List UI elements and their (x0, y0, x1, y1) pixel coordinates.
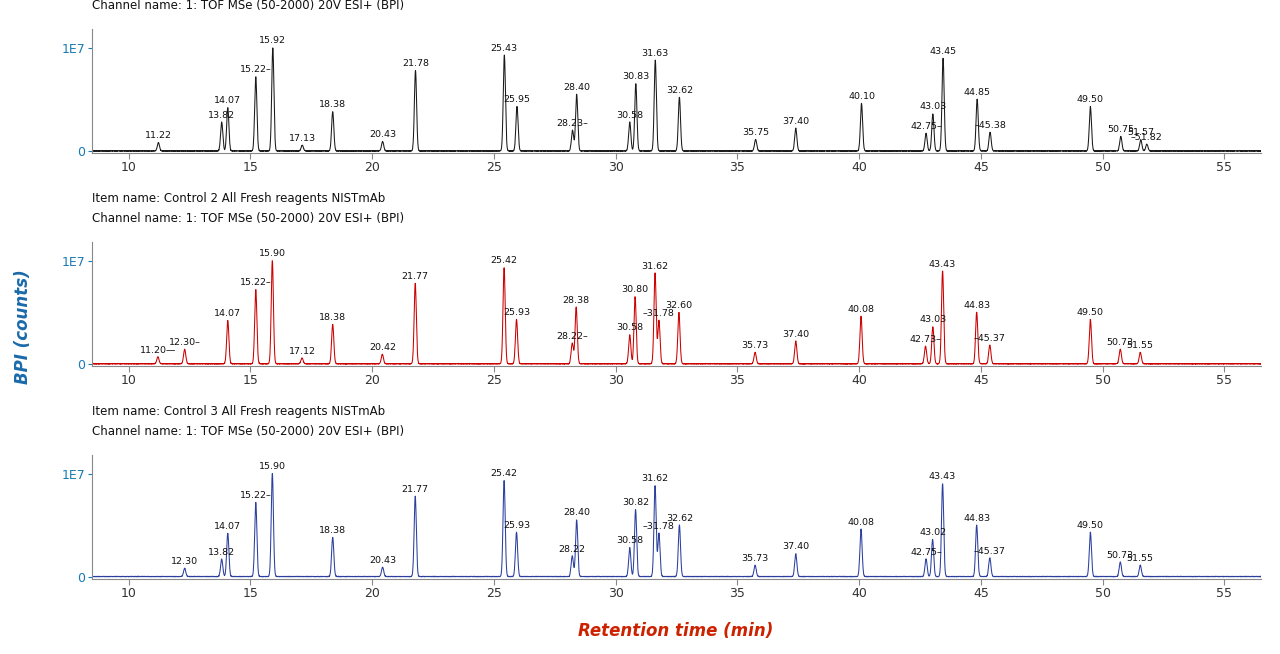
Text: 44.85: 44.85 (964, 88, 991, 97)
Text: 32.60: 32.60 (666, 301, 692, 310)
Text: 43.43: 43.43 (929, 472, 956, 481)
Text: 20.43: 20.43 (369, 556, 397, 565)
Text: 30.80: 30.80 (622, 285, 649, 294)
Text: 25.43: 25.43 (490, 44, 518, 52)
Text: 15.22–: 15.22– (239, 278, 271, 287)
Text: 43.03: 43.03 (919, 315, 946, 324)
Text: 43.43: 43.43 (929, 260, 956, 269)
Text: 43.02: 43.02 (919, 528, 946, 537)
Text: 15.92: 15.92 (260, 37, 287, 45)
Text: 28.22: 28.22 (559, 545, 586, 553)
Text: 44.83: 44.83 (963, 513, 991, 523)
Text: 15.22–: 15.22– (239, 491, 271, 500)
Text: 49.50: 49.50 (1076, 521, 1103, 530)
Text: 30.58: 30.58 (616, 536, 644, 545)
Text: BPI (counts): BPI (counts) (14, 269, 32, 385)
Text: 12.30: 12.30 (172, 557, 198, 566)
Text: 28.38: 28.38 (563, 296, 590, 305)
Text: Channel name: 1: TOF MSe (50-2000) 20V ESI+ (BPI): Channel name: 1: TOF MSe (50-2000) 20V E… (92, 212, 404, 225)
Text: 40.10: 40.10 (849, 92, 876, 101)
Text: 42.73–: 42.73– (910, 335, 942, 344)
Text: 14.07: 14.07 (214, 96, 241, 105)
Text: 15.90: 15.90 (259, 462, 285, 471)
Text: 37.40: 37.40 (782, 330, 809, 339)
Text: 44.83: 44.83 (963, 301, 991, 310)
Text: 50.75: 50.75 (1107, 125, 1134, 134)
Text: 40.08: 40.08 (847, 518, 874, 526)
Text: 30.58: 30.58 (616, 111, 644, 120)
Text: 35.75: 35.75 (742, 128, 769, 137)
Text: 11.20—: 11.20— (140, 345, 177, 354)
Text: 11.22: 11.22 (145, 131, 172, 140)
Text: 18.38: 18.38 (319, 100, 347, 109)
Text: 50.73: 50.73 (1107, 551, 1134, 560)
Text: 49.50: 49.50 (1076, 308, 1103, 317)
Text: 25.93: 25.93 (503, 521, 530, 530)
Text: 21.78: 21.78 (402, 59, 429, 68)
Text: Item name: Control 3 All Fresh reagents NISTmAb: Item name: Control 3 All Fresh reagents … (92, 405, 385, 418)
Text: –51.82: –51.82 (1132, 133, 1162, 142)
Text: 30.82: 30.82 (622, 498, 649, 507)
Text: Retention time (min): Retention time (min) (579, 621, 773, 640)
Text: –31.78: –31.78 (643, 309, 675, 318)
Text: –31.78: –31.78 (643, 522, 675, 531)
Text: 30.83: 30.83 (622, 73, 649, 82)
Text: Item name: Control 2 All Fresh reagents NISTmAb: Item name: Control 2 All Fresh reagents … (92, 192, 385, 205)
Text: 49.50: 49.50 (1076, 95, 1103, 104)
Text: 18.38: 18.38 (319, 526, 347, 535)
Text: 15.90: 15.90 (259, 249, 285, 258)
Text: 42.75–: 42.75– (910, 122, 942, 131)
Text: 40.08: 40.08 (847, 305, 874, 314)
Text: 31.62: 31.62 (641, 262, 668, 271)
Text: 21.77: 21.77 (402, 272, 429, 281)
Text: 51.57: 51.57 (1128, 128, 1155, 137)
Text: 25.95: 25.95 (503, 95, 530, 104)
Text: –45.38: –45.38 (974, 121, 1006, 130)
Text: 28.22–: 28.22– (557, 332, 588, 341)
Text: 32.62: 32.62 (666, 513, 692, 523)
Text: 37.40: 37.40 (782, 117, 809, 126)
Text: 28.40: 28.40 (563, 508, 590, 517)
Text: 35.73: 35.73 (741, 554, 769, 563)
Text: 25.42: 25.42 (490, 470, 517, 478)
Text: 42.75–: 42.75– (910, 547, 942, 557)
Text: 17.13: 17.13 (289, 134, 316, 143)
Text: –45.37: –45.37 (974, 547, 1006, 556)
Text: 28.23–: 28.23– (557, 119, 589, 128)
Text: 13.82: 13.82 (209, 547, 236, 557)
Text: 17.12: 17.12 (288, 347, 316, 356)
Text: 51.55: 51.55 (1126, 554, 1153, 563)
Text: 31.62: 31.62 (641, 474, 668, 483)
Text: 15.22–: 15.22– (239, 65, 271, 75)
Text: 50.73: 50.73 (1107, 338, 1134, 347)
Text: 20.42: 20.42 (369, 343, 396, 352)
Text: 37.40: 37.40 (782, 542, 809, 551)
Text: 18.38: 18.38 (319, 313, 347, 322)
Text: 28.40: 28.40 (563, 83, 590, 92)
Text: 12.30–: 12.30– (169, 338, 201, 347)
Text: 25.93: 25.93 (503, 308, 530, 317)
Text: 30.58: 30.58 (616, 324, 644, 332)
Text: 43.03: 43.03 (919, 103, 946, 111)
Text: 25.42: 25.42 (490, 256, 517, 266)
Text: 13.82: 13.82 (209, 111, 236, 120)
Text: 32.62: 32.62 (666, 86, 692, 95)
Text: –45.37: –45.37 (974, 334, 1006, 343)
Text: 14.07: 14.07 (214, 309, 241, 318)
Text: 21.77: 21.77 (402, 485, 429, 494)
Text: Channel name: 1: TOF MSe (50-2000) 20V ESI+ (BPI): Channel name: 1: TOF MSe (50-2000) 20V E… (92, 0, 404, 12)
Text: 35.73: 35.73 (741, 341, 769, 350)
Text: 43.45: 43.45 (929, 46, 956, 56)
Text: 31.63: 31.63 (641, 49, 669, 58)
Text: 14.07: 14.07 (214, 522, 241, 531)
Text: Channel name: 1: TOF MSe (50-2000) 20V ESI+ (BPI): Channel name: 1: TOF MSe (50-2000) 20V E… (92, 424, 404, 438)
Text: 51.55: 51.55 (1126, 341, 1153, 350)
Text: 20.43: 20.43 (369, 130, 397, 139)
